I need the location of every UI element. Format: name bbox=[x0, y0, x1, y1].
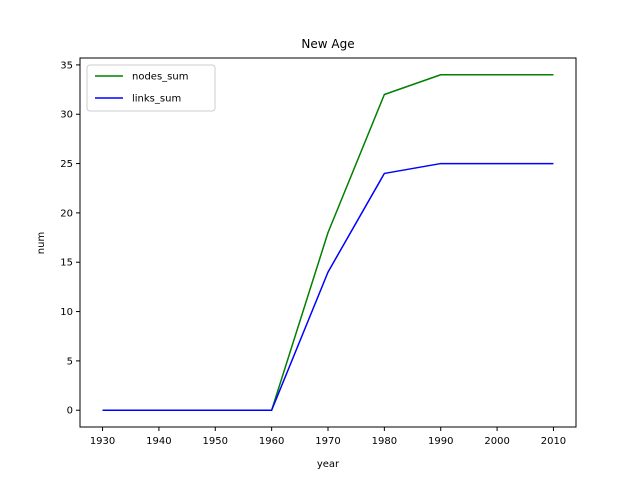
x-tick-label: 1980 bbox=[372, 436, 397, 447]
legend-label-links_sum: links_sum bbox=[132, 94, 181, 105]
series-line-links_sum bbox=[102, 162, 554, 411]
y-tick-label: 20 bbox=[60, 208, 73, 219]
chart-title: New Age bbox=[301, 37, 354, 51]
x-tick-label: 1950 bbox=[203, 436, 228, 447]
x-tick-label: 1990 bbox=[428, 436, 453, 447]
legend-label-nodes_sum: nodes_sum bbox=[132, 72, 188, 83]
y-tick-label: 10 bbox=[60, 307, 73, 318]
y-axis-label: num bbox=[36, 232, 47, 254]
y-tick-label: 0 bbox=[67, 406, 73, 417]
y-tick-label: 5 bbox=[67, 356, 73, 367]
x-tick-label: 1970 bbox=[315, 436, 340, 447]
y-tick-label: 30 bbox=[60, 110, 73, 121]
y-tick-label: 35 bbox=[60, 60, 73, 71]
y-tick-label: 15 bbox=[60, 258, 73, 269]
x-tick-label: 1940 bbox=[146, 436, 171, 447]
x-tick-label: 2000 bbox=[484, 436, 509, 447]
x-tick-label: 2010 bbox=[541, 436, 566, 447]
x-tick-label: 1930 bbox=[90, 436, 115, 447]
y-tick-label: 25 bbox=[60, 159, 73, 170]
ticks-layer: 1930 1940 1950 1960 1970 1980 1990 2000 2010 0 5 10… bbox=[60, 60, 566, 447]
x-axis-label: year bbox=[317, 459, 340, 470]
legend: nodes_sum links_sum bbox=[86, 64, 216, 112]
x-tick-label: 1960 bbox=[259, 436, 284, 447]
series-layer bbox=[102, 74, 554, 411]
